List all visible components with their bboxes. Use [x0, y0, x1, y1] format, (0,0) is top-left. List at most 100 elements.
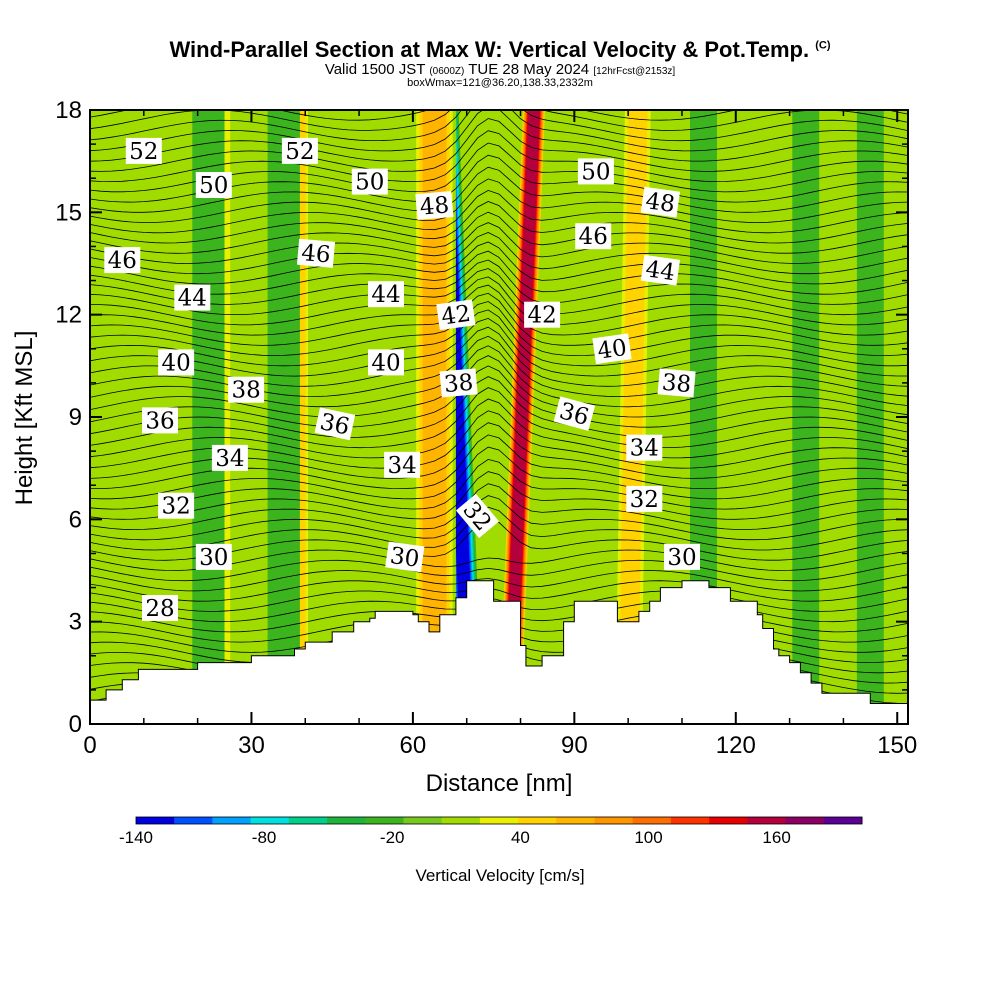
contour-label: 42	[524, 301, 561, 329]
contour-label: 50	[195, 172, 232, 199]
colorbar-swatch	[632, 817, 672, 824]
contour-label: 34	[384, 451, 421, 479]
contour-label: 46	[575, 223, 612, 250]
contour-label: 44	[368, 281, 404, 308]
y-tick-label: 6	[69, 506, 82, 533]
contour-label-box	[195, 543, 232, 570]
contour-label-box	[439, 368, 478, 398]
theta-contour-line	[90, 345, 908, 408]
contour-label: 28	[142, 595, 178, 622]
contour-label: 48	[415, 190, 454, 221]
contour-label: 30	[385, 541, 425, 573]
colorbar-swatch	[174, 817, 213, 824]
contour-label-text: 40	[371, 350, 400, 376]
contour-label: 30	[195, 543, 232, 571]
colorbar-swatch	[747, 817, 787, 824]
theta-contour-line	[90, 110, 908, 162]
contour-label-text: 42	[440, 301, 473, 331]
x-tick-label: 0	[83, 732, 96, 759]
theta-contour-line	[90, 222, 908, 264]
contour-label-box	[640, 186, 681, 218]
y-tick-label: 15	[55, 199, 82, 226]
velocity-band-layer	[856, 110, 884, 724]
contour-label-box	[415, 190, 454, 221]
x-axis-label: Distance [nm]	[426, 770, 573, 797]
contour-label-text: 44	[178, 286, 207, 312]
velocity-band	[267, 110, 300, 724]
contour-label-box	[368, 349, 404, 376]
contour-label: 34	[626, 434, 663, 462]
theta-contour-line	[90, 178, 908, 224]
colorbar-swatch	[441, 817, 481, 824]
theta-contour-line	[90, 317, 908, 377]
contour-label-text: 38	[661, 370, 692, 398]
contour-label: 44	[640, 254, 681, 286]
colorbar-swatch	[212, 817, 252, 824]
contour-label-box	[281, 137, 318, 164]
contour-label-box	[575, 223, 612, 250]
x-tick-label: 150	[877, 732, 917, 759]
contour-label-text: 42	[527, 303, 556, 329]
contour-label-box	[577, 158, 614, 185]
contour-label-text: 36	[145, 408, 174, 434]
contour-label-text: 30	[199, 545, 228, 571]
contour-label: 38	[439, 368, 478, 398]
y-tick-label: 18	[55, 97, 82, 124]
colorbar-swatch	[365, 817, 404, 824]
contour-label: 38	[657, 368, 696, 398]
theta-contour-line	[90, 211, 908, 254]
contour-label-text: 48	[419, 192, 450, 220]
contour-label-text: 50	[199, 173, 228, 199]
contour-label-text: 40	[596, 335, 629, 365]
y-tick-label: 0	[69, 711, 82, 738]
contour-label-box	[657, 368, 696, 398]
contour-label-text: 46	[579, 224, 608, 250]
contour-label: 36	[553, 396, 596, 431]
contour-label-box	[314, 407, 356, 441]
contour-label: 36	[142, 407, 178, 434]
contour-label: 38	[228, 376, 265, 404]
contour-label-box	[664, 543, 700, 570]
x-tick-label: 60	[400, 732, 427, 759]
contour-label-box	[174, 284, 211, 311]
theta-contour-line	[90, 398, 908, 459]
contour-label-text: 34	[387, 453, 416, 479]
theta-contour-line	[90, 259, 908, 305]
contour-label: 50	[351, 168, 388, 196]
contour-label-text: 34	[215, 446, 244, 472]
contour-label-box	[455, 493, 500, 539]
contour-label-box	[104, 247, 141, 274]
contour-label: 36	[314, 407, 356, 441]
colorbar-swatch	[785, 817, 825, 824]
x-tick-label: 30	[238, 732, 265, 759]
colorbar-swatch	[327, 817, 366, 824]
contour-label: 52	[281, 137, 318, 165]
theta-contour-line	[90, 365, 908, 428]
theta-contour-line	[90, 559, 908, 582]
terrain-mask	[89, 580, 909, 725]
colorbar-tick-label: 160	[762, 828, 790, 847]
colorbar-label: Vertical Velocity [cm/s]	[415, 866, 584, 885]
contour-label-box	[351, 168, 388, 195]
contour-label: 44	[174, 284, 211, 312]
contour-label-text: 50	[355, 170, 384, 196]
velocity-band	[856, 110, 884, 724]
theta-contour-line	[90, 166, 908, 213]
contour-label: 48	[640, 186, 681, 218]
velocity-band-layer	[690, 110, 717, 724]
contour-label-text: 28	[145, 596, 174, 622]
chart-title: Wind-Parallel Section at Max W: Vertical…	[0, 37, 1000, 63]
contour-label-text: 46	[300, 240, 331, 268]
theta-contour-line	[90, 292, 908, 346]
theta-contour-line	[90, 189, 908, 234]
contour-label-box	[553, 396, 596, 431]
copyright-mark: (C)	[815, 39, 831, 52]
contour-label-box	[524, 301, 561, 328]
colorbar-tick-label: 40	[511, 828, 530, 847]
colorbar-swatch	[518, 817, 557, 824]
colorbar-tick-label: -140	[119, 828, 153, 847]
theta-contour-line	[90, 232, 908, 275]
colorbar-swatch	[479, 817, 519, 824]
